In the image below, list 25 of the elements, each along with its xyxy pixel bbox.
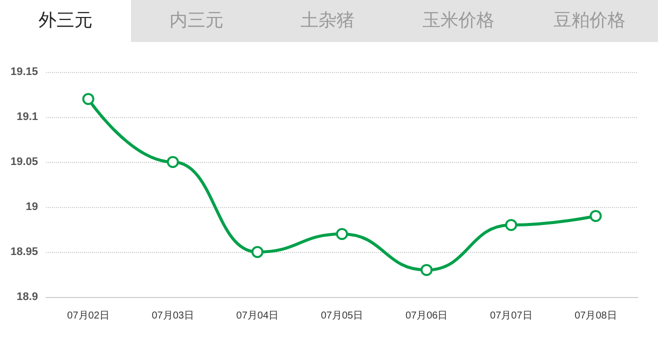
point <box>82 93 94 105</box>
point <box>166 156 179 168</box>
x-tick-label: 07月07日 <box>490 310 532 322</box>
y-tick-label: 18.9 <box>16 291 38 303</box>
y-tick-label: 19.05 <box>10 156 38 168</box>
text: 玉米价格 <box>422 9 496 33</box>
y-tick-label: 19.1 <box>16 111 38 123</box>
point <box>420 264 433 276</box>
text: 豆粕价格 <box>552 9 626 33</box>
x-tick-label: 07月02日 <box>67 310 110 322</box>
text: 土杂猪 <box>300 9 356 33</box>
y-tick-label: 19 <box>26 201 38 213</box>
y-tick-label: 18.95 <box>10 246 38 258</box>
point <box>251 246 264 258</box>
text: 内三元 <box>168 9 224 33</box>
x-tick-label: 07月04日 <box>236 310 279 322</box>
x-tick-label: 07月05日 <box>320 310 364 322</box>
x-tick-label: 07月06日 <box>405 310 448 322</box>
point <box>590 210 602 222</box>
point <box>336 228 348 240</box>
x-tick-label: 07月03日 <box>152 310 194 322</box>
point <box>505 219 518 231</box>
chart-title: 外三元 <box>0 0 131 42</box>
y-tick-label: 19.15 <box>10 66 38 78</box>
x-tick-label: 07月08日 <box>574 310 617 322</box>
